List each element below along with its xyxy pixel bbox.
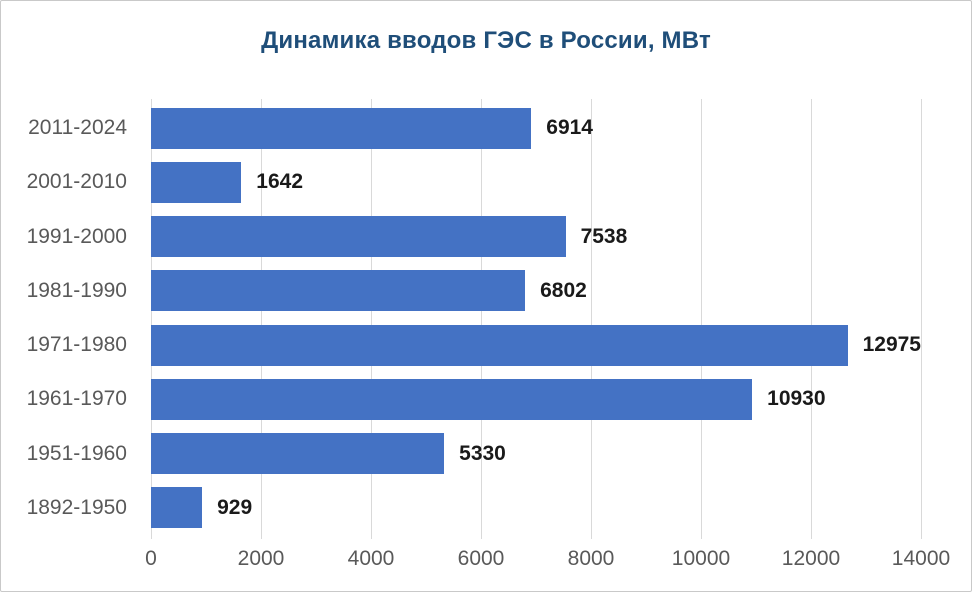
bar-value-label: 929: [217, 495, 253, 519]
bar-value-label: 6802: [540, 278, 587, 302]
bar-value-label: 5330: [459, 441, 506, 465]
bar-value-label: 6914: [546, 116, 593, 140]
bar: [151, 433, 445, 475]
bar: [151, 324, 848, 366]
gridline-4000: [371, 99, 372, 539]
bar-row: 929: [151, 481, 921, 535]
gridline-12000: [811, 99, 812, 539]
bar-value-label: 12975: [862, 333, 921, 357]
gridline-0: [151, 99, 152, 539]
chart-title: Динамика вводов ГЭС в России, МВт: [261, 27, 711, 54]
bar: [151, 216, 566, 258]
gridline-6000: [481, 99, 482, 539]
bar-row: 6802: [151, 264, 921, 318]
category-label: 1991-2000: [26, 224, 127, 248]
x-tick-label: 0: [145, 547, 157, 570]
bar-row: 10930: [151, 372, 921, 426]
x-tick-label: 14000: [891, 547, 951, 570]
x-axis-tick-labels: 0 2000 4000 6000 8000 10000 12000 14000: [145, 547, 950, 577]
bar: [151, 161, 242, 203]
bar-row: 5330: [151, 427, 921, 481]
gridline-2000: [261, 99, 262, 539]
x-tick-label: 8000: [567, 547, 615, 570]
category-label: 2001-2010: [26, 170, 127, 194]
x-tick-label: 10000: [671, 547, 731, 570]
category-label: 1981-1990: [26, 278, 127, 302]
category-label: 2011-2024: [28, 116, 127, 140]
gridline-10000: [701, 99, 702, 539]
gridline-8000: [591, 99, 592, 539]
bar-row: 7538: [151, 210, 921, 264]
bar-row: 1642: [151, 155, 921, 209]
bar: [151, 378, 753, 420]
bar-value-label: 10930: [767, 387, 826, 411]
bar: [151, 270, 526, 312]
category-label: 1971-1980: [26, 333, 127, 357]
bar-row: 12975: [151, 318, 921, 372]
bar-value-label: 1642: [256, 170, 304, 194]
category-label: 1951-1960: [26, 441, 127, 465]
category-label: 1961-1970: [26, 387, 127, 411]
bar: [151, 487, 203, 529]
bar-row: 6914: [151, 101, 921, 155]
x-tick-label: 4000: [347, 547, 395, 570]
plot-area: 6914 1642 7538 6802 12975 10930 5330 929: [151, 99, 922, 539]
x-tick-label: 2000: [237, 547, 285, 570]
x-tick-label: 12000: [781, 547, 841, 570]
bar-series: 6914 1642 7538 6802 12975 10930 5330 929: [151, 101, 921, 535]
gridline-14000: [921, 99, 922, 539]
category-label: 1892-1950: [26, 495, 127, 519]
x-tick-label: 6000: [457, 547, 505, 570]
bar: [151, 107, 532, 149]
y-axis-category-labels: 2011-2024 2001-2010 1991-2000 1981-1990 1971…: [1, 101, 139, 535]
bar-value-label: 7538: [580, 224, 628, 248]
